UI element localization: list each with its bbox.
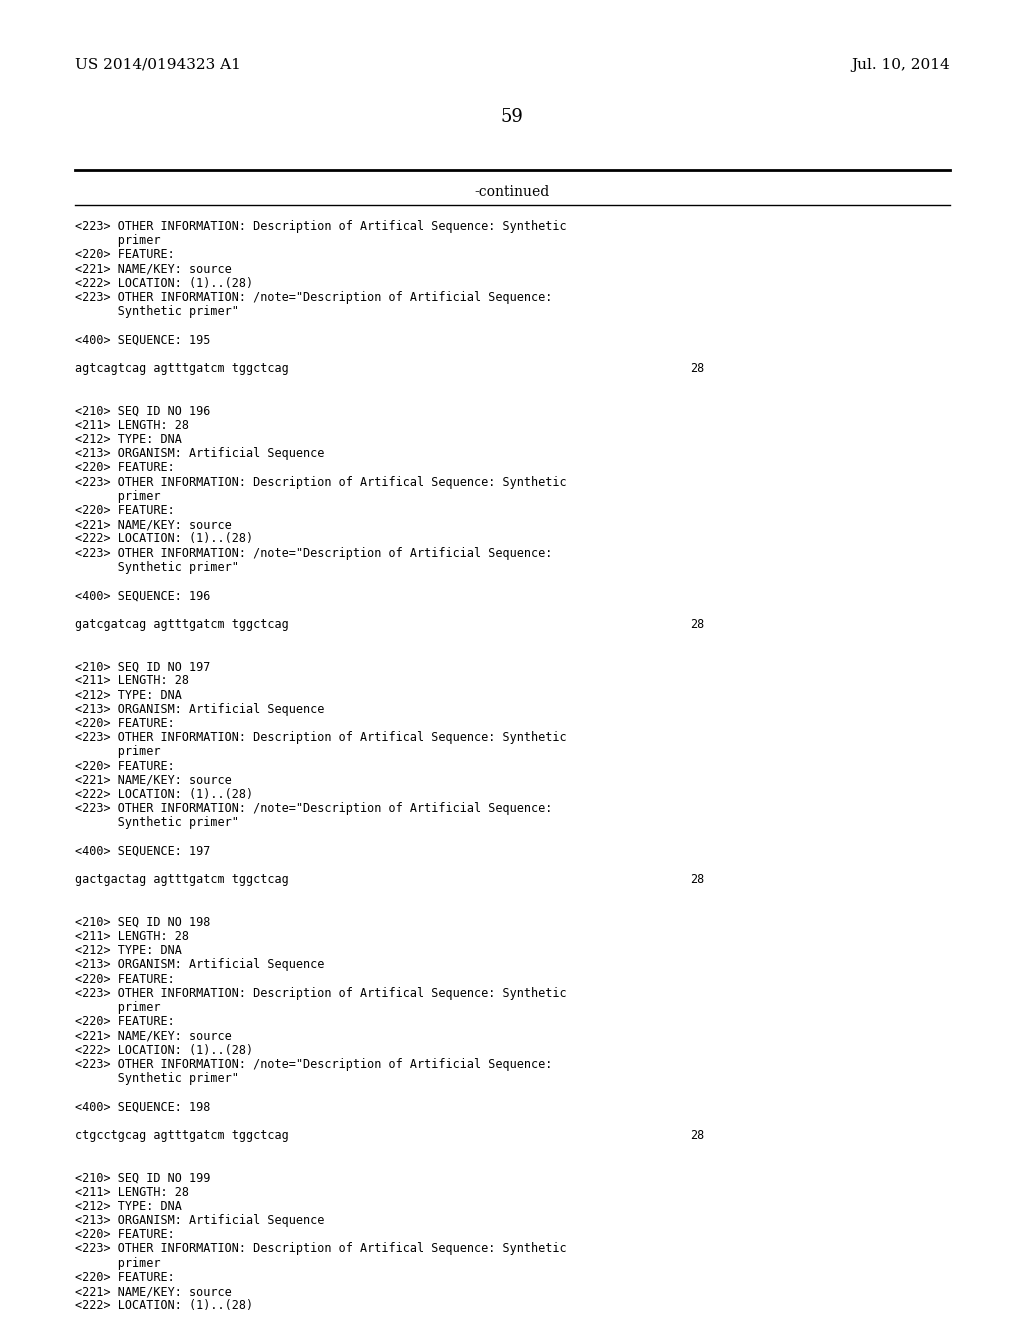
Text: <220> FEATURE:: <220> FEATURE: bbox=[75, 759, 175, 772]
Text: Synthetic primer": Synthetic primer" bbox=[75, 561, 239, 574]
Text: <222> LOCATION: (1)..(28): <222> LOCATION: (1)..(28) bbox=[75, 1299, 253, 1312]
Text: 28: 28 bbox=[690, 362, 705, 375]
Text: <220> FEATURE:: <220> FEATURE: bbox=[75, 1228, 175, 1241]
Text: <220> FEATURE:: <220> FEATURE: bbox=[75, 973, 175, 986]
Text: Synthetic primer": Synthetic primer" bbox=[75, 305, 239, 318]
Text: <223> OTHER INFORMATION: Description of Artifical Sequence: Synthetic: <223> OTHER INFORMATION: Description of … bbox=[75, 1242, 566, 1255]
Text: <220> FEATURE:: <220> FEATURE: bbox=[75, 1271, 175, 1284]
Text: Synthetic primer": Synthetic primer" bbox=[75, 816, 239, 829]
Text: <400> SEQUENCE: 196: <400> SEQUENCE: 196 bbox=[75, 589, 210, 602]
Text: 28: 28 bbox=[690, 874, 705, 886]
Text: <222> LOCATION: (1)..(28): <222> LOCATION: (1)..(28) bbox=[75, 1044, 253, 1056]
Text: <212> TYPE: DNA: <212> TYPE: DNA bbox=[75, 1200, 182, 1213]
Text: <220> FEATURE:: <220> FEATURE: bbox=[75, 717, 175, 730]
Text: <223> OTHER INFORMATION: /note="Description of Artificial Sequence:: <223> OTHER INFORMATION: /note="Descript… bbox=[75, 546, 552, 560]
Text: gactgactag agtttgatcm tggctcag: gactgactag agtttgatcm tggctcag bbox=[75, 874, 289, 886]
Text: primer: primer bbox=[75, 1001, 161, 1014]
Text: ctgcctgcag agtttgatcm tggctcag: ctgcctgcag agtttgatcm tggctcag bbox=[75, 1129, 289, 1142]
Text: <223> OTHER INFORMATION: /note="Description of Artificial Sequence:: <223> OTHER INFORMATION: /note="Descript… bbox=[75, 290, 552, 304]
Text: <222> LOCATION: (1)..(28): <222> LOCATION: (1)..(28) bbox=[75, 277, 253, 290]
Text: 59: 59 bbox=[501, 108, 523, 125]
Text: US 2014/0194323 A1: US 2014/0194323 A1 bbox=[75, 58, 241, 73]
Text: <400> SEQUENCE: 195: <400> SEQUENCE: 195 bbox=[75, 334, 210, 347]
Text: <221> NAME/KEY: source: <221> NAME/KEY: source bbox=[75, 774, 231, 787]
Text: Synthetic primer": Synthetic primer" bbox=[75, 1072, 239, 1085]
Text: <210> SEQ ID NO 199: <210> SEQ ID NO 199 bbox=[75, 1171, 210, 1184]
Text: <211> LENGTH: 28: <211> LENGTH: 28 bbox=[75, 1185, 189, 1199]
Text: <223> OTHER INFORMATION: Description of Artifical Sequence: Synthetic: <223> OTHER INFORMATION: Description of … bbox=[75, 987, 566, 999]
Text: primer: primer bbox=[75, 234, 161, 247]
Text: <213> ORGANISM: Artificial Sequence: <213> ORGANISM: Artificial Sequence bbox=[75, 447, 325, 461]
Text: <221> NAME/KEY: source: <221> NAME/KEY: source bbox=[75, 1284, 231, 1298]
Text: <220> FEATURE:: <220> FEATURE: bbox=[75, 462, 175, 474]
Text: -continued: -continued bbox=[474, 185, 550, 199]
Text: <222> LOCATION: (1)..(28): <222> LOCATION: (1)..(28) bbox=[75, 788, 253, 801]
Text: 28: 28 bbox=[690, 1129, 705, 1142]
Text: <220> FEATURE:: <220> FEATURE: bbox=[75, 504, 175, 517]
Text: <213> ORGANISM: Artificial Sequence: <213> ORGANISM: Artificial Sequence bbox=[75, 702, 325, 715]
Text: <211> LENGTH: 28: <211> LENGTH: 28 bbox=[75, 931, 189, 942]
Text: <221> NAME/KEY: source: <221> NAME/KEY: source bbox=[75, 519, 231, 531]
Text: <220> FEATURE:: <220> FEATURE: bbox=[75, 248, 175, 261]
Text: primer: primer bbox=[75, 746, 161, 759]
Text: <212> TYPE: DNA: <212> TYPE: DNA bbox=[75, 433, 182, 446]
Text: Jul. 10, 2014: Jul. 10, 2014 bbox=[851, 58, 950, 73]
Text: <223> OTHER INFORMATION: /note="Description of Artificial Sequence:: <223> OTHER INFORMATION: /note="Descript… bbox=[75, 803, 552, 816]
Text: agtcagtcag agtttgatcm tggctcag: agtcagtcag agtttgatcm tggctcag bbox=[75, 362, 289, 375]
Text: primer: primer bbox=[75, 490, 161, 503]
Text: <213> ORGANISM: Artificial Sequence: <213> ORGANISM: Artificial Sequence bbox=[75, 1214, 325, 1228]
Text: <221> NAME/KEY: source: <221> NAME/KEY: source bbox=[75, 263, 231, 276]
Text: primer: primer bbox=[75, 1257, 161, 1270]
Text: <210> SEQ ID NO 198: <210> SEQ ID NO 198 bbox=[75, 916, 210, 929]
Text: <211> LENGTH: 28: <211> LENGTH: 28 bbox=[75, 418, 189, 432]
Text: <210> SEQ ID NO 197: <210> SEQ ID NO 197 bbox=[75, 660, 210, 673]
Text: <221> NAME/KEY: source: <221> NAME/KEY: source bbox=[75, 1030, 231, 1043]
Text: <223> OTHER INFORMATION: Description of Artifical Sequence: Synthetic: <223> OTHER INFORMATION: Description of … bbox=[75, 220, 566, 234]
Text: <210> SEQ ID NO 196: <210> SEQ ID NO 196 bbox=[75, 405, 210, 417]
Text: <212> TYPE: DNA: <212> TYPE: DNA bbox=[75, 689, 182, 702]
Text: <400> SEQUENCE: 198: <400> SEQUENCE: 198 bbox=[75, 1101, 210, 1113]
Text: 28: 28 bbox=[690, 618, 705, 631]
Text: <212> TYPE: DNA: <212> TYPE: DNA bbox=[75, 944, 182, 957]
Text: <211> LENGTH: 28: <211> LENGTH: 28 bbox=[75, 675, 189, 688]
Text: <220> FEATURE:: <220> FEATURE: bbox=[75, 1015, 175, 1028]
Text: <400> SEQUENCE: 197: <400> SEQUENCE: 197 bbox=[75, 845, 210, 858]
Text: <223> OTHER INFORMATION: Description of Artifical Sequence: Synthetic: <223> OTHER INFORMATION: Description of … bbox=[75, 475, 566, 488]
Text: <223> OTHER INFORMATION: Description of Artifical Sequence: Synthetic: <223> OTHER INFORMATION: Description of … bbox=[75, 731, 566, 744]
Text: <223> OTHER INFORMATION: /note="Description of Artificial Sequence:: <223> OTHER INFORMATION: /note="Descript… bbox=[75, 1057, 552, 1071]
Text: <222> LOCATION: (1)..(28): <222> LOCATION: (1)..(28) bbox=[75, 532, 253, 545]
Text: <213> ORGANISM: Artificial Sequence: <213> ORGANISM: Artificial Sequence bbox=[75, 958, 325, 972]
Text: gatcgatcag agtttgatcm tggctcag: gatcgatcag agtttgatcm tggctcag bbox=[75, 618, 289, 631]
